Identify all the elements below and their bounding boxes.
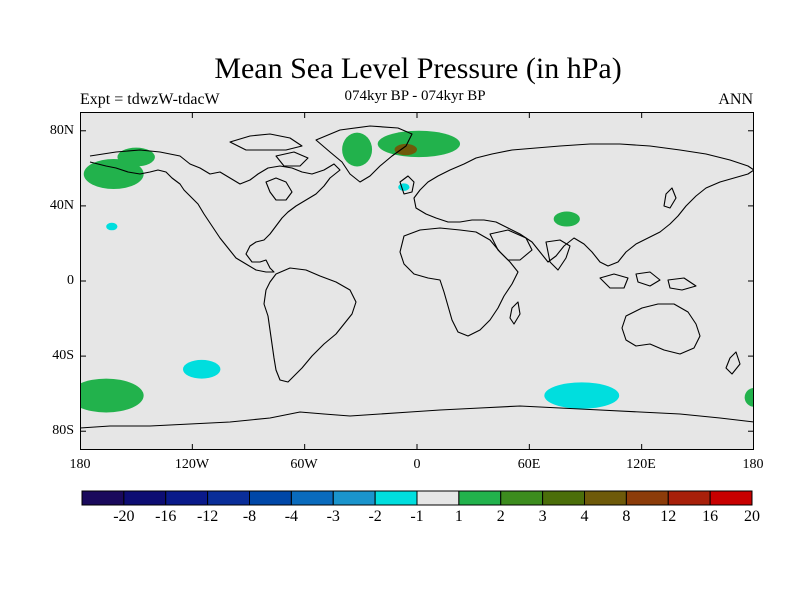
anomaly-region-0 [83,158,144,189]
colorbar-box-11 [542,490,585,506]
experiment-label: Expt = tdwzW-tdacW [80,91,220,108]
colorbar-label-6: -2 [368,508,382,525]
colorbar-label-11: 4 [580,508,589,525]
chart-title: Mean Sea Level Pressure (in hPa) [214,52,622,85]
ytick-40n: 40N [49,198,74,213]
ytick-0: 0 [67,273,74,288]
colorbar-label-13: 12 [660,508,677,525]
anomaly-region-11 [398,183,410,191]
colorbar-box-6 [332,490,376,506]
colorbar-label-8: 1 [454,508,463,525]
colorbar-box-2 [165,490,209,506]
period-label: 074kyr BP - 074kyr BP [344,88,486,104]
xtick-120w: 120W [174,457,210,472]
anomaly-region-6 [80,378,144,413]
colorbar-box-14 [667,490,711,506]
ytick-80s: 80S [52,423,74,438]
pressure-anomaly-regions [80,130,754,413]
colorbar-label-5: -3 [326,508,340,525]
colorbar-box-15 [709,490,753,506]
colorbar-box-8 [416,490,460,506]
colorbar-box-3 [207,490,250,506]
colorbar-label-14: 16 [702,508,719,525]
anomaly-region-8 [544,382,620,409]
colorbar-box-0 [81,490,125,506]
xtick-0: 0 [413,457,421,472]
colorbar-box-10 [500,490,544,506]
anomaly-region-4 [394,143,417,156]
anomaly-region-7 [182,359,221,379]
world-map-plot [80,112,754,450]
map-background [80,112,754,450]
anomaly-region-10 [106,222,118,231]
colorbar-box-4 [249,490,292,506]
colorbar-label-10: 3 [538,508,547,525]
colorbar-label-2: -12 [196,508,219,525]
axis-tick-marks [80,112,754,450]
colorbar-box-12 [584,490,627,506]
colorbar-label-15: 20 [744,508,760,525]
anomaly-region-5 [553,211,580,227]
colorbar-label-12: 8 [622,508,631,525]
colorbar-label-3: -8 [242,508,257,525]
xtick-60e: 60E [517,457,541,472]
coastlines [80,125,754,429]
colorbar-label-9: 2 [496,508,505,525]
anomaly-region-2 [342,132,373,167]
colorbar-box-5 [290,490,334,506]
xtick-120e: 120E [626,457,656,472]
colorbar [81,490,753,506]
colorbar-box-9 [458,490,502,506]
colorbar-label-0: -20 [113,508,135,525]
anomaly-region-9 [744,388,754,407]
colorbar-label-4: -4 [284,508,299,525]
xtick-180w: 180 [69,457,91,472]
colorbar-box-13 [625,490,669,506]
season-label: ANN [718,91,753,108]
colorbar-label-1: -16 [155,508,177,525]
anomaly-region-3 [377,130,461,158]
colorbar-box-7 [374,490,418,506]
ytick-80n: 80N [49,123,74,138]
anomaly-region-1 [117,147,155,167]
colorbar-box-1 [123,490,167,506]
xtick-60w: 60W [290,457,318,472]
ytick-40s: 40S [52,348,74,363]
colorbar-label-7: -1 [410,508,424,525]
xtick-180e: 180 [742,457,764,472]
